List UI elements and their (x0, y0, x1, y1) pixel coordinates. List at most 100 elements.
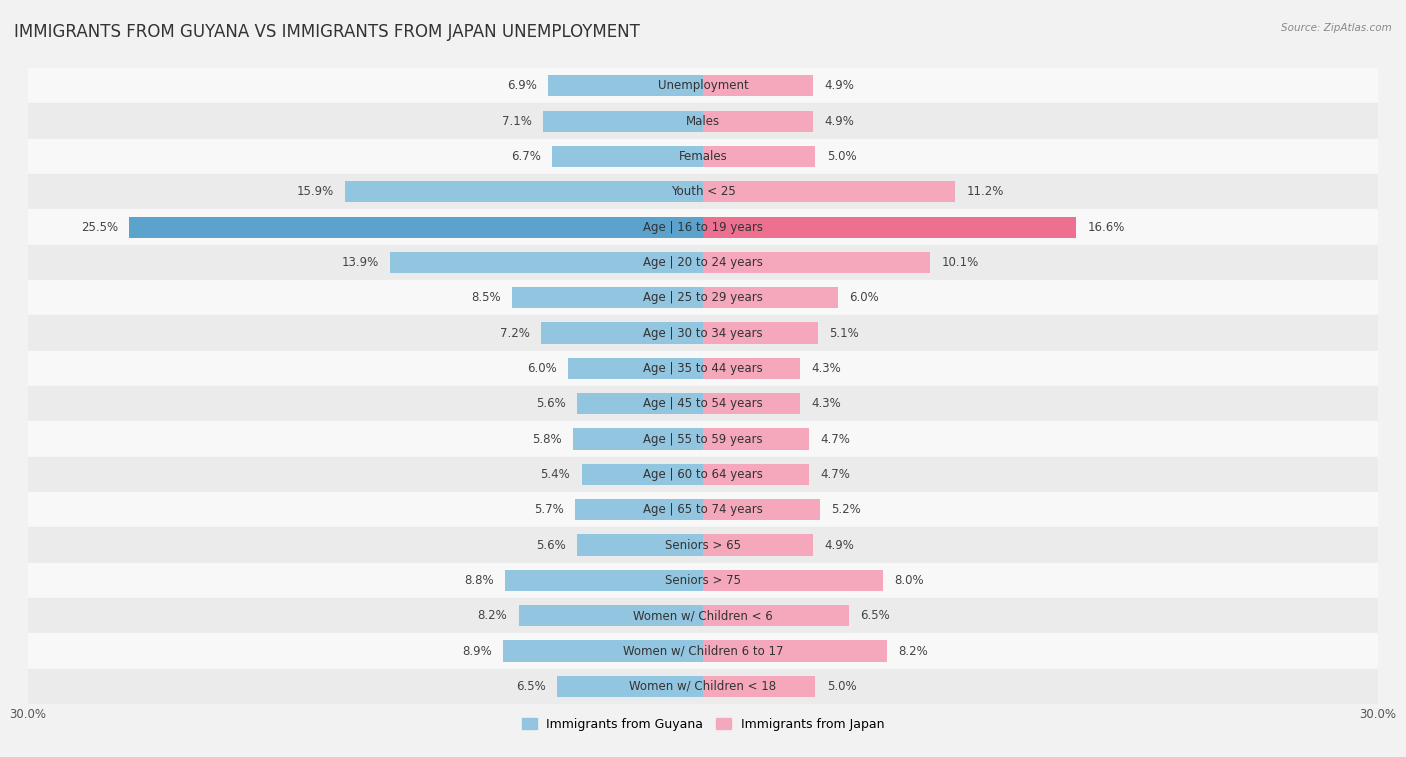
Text: 16.6%: 16.6% (1088, 220, 1125, 234)
Text: 4.3%: 4.3% (811, 362, 841, 375)
Bar (703, 252, 931, 273)
Bar (28, 350, 1378, 386)
Text: 6.0%: 6.0% (849, 291, 879, 304)
Bar (28, 245, 1378, 280)
Bar (703, 217, 1077, 238)
Text: 15.9%: 15.9% (297, 185, 335, 198)
Text: 4.7%: 4.7% (820, 432, 849, 446)
Text: Youth < 25: Youth < 25 (671, 185, 735, 198)
Bar (703, 75, 813, 96)
Bar (512, 287, 703, 308)
Bar (548, 75, 703, 96)
Text: 11.2%: 11.2% (966, 185, 1004, 198)
Text: 4.7%: 4.7% (820, 468, 849, 481)
Bar (28, 562, 1378, 598)
Bar (576, 534, 703, 556)
Text: 4.9%: 4.9% (824, 79, 855, 92)
Bar (28, 634, 1378, 668)
Text: 5.2%: 5.2% (831, 503, 860, 516)
Bar (28, 280, 1378, 316)
Text: 8.8%: 8.8% (464, 574, 494, 587)
Bar (703, 358, 800, 379)
Bar (703, 534, 813, 556)
Text: 4.3%: 4.3% (811, 397, 841, 410)
Text: 8.2%: 8.2% (898, 644, 928, 658)
Bar (703, 605, 849, 626)
Bar (703, 146, 815, 167)
Text: 6.0%: 6.0% (527, 362, 557, 375)
Bar (575, 499, 703, 520)
Text: 6.5%: 6.5% (516, 680, 546, 693)
Bar (703, 640, 887, 662)
Text: Age | 35 to 44 years: Age | 35 to 44 years (643, 362, 763, 375)
Bar (28, 68, 1378, 104)
Bar (28, 104, 1378, 139)
Bar (557, 676, 703, 697)
Text: 6.9%: 6.9% (506, 79, 537, 92)
Bar (553, 146, 703, 167)
Text: Age | 60 to 64 years: Age | 60 to 64 years (643, 468, 763, 481)
Text: Age | 30 to 34 years: Age | 30 to 34 years (643, 326, 763, 340)
Text: 5.6%: 5.6% (536, 538, 565, 552)
Text: Age | 25 to 29 years: Age | 25 to 29 years (643, 291, 763, 304)
Bar (582, 464, 703, 485)
Bar (703, 322, 818, 344)
Bar (28, 598, 1378, 634)
Text: 25.5%: 25.5% (82, 220, 118, 234)
Text: 5.0%: 5.0% (827, 150, 856, 163)
Text: Women w/ Children < 6: Women w/ Children < 6 (633, 609, 773, 622)
Bar (703, 570, 883, 591)
Bar (346, 181, 703, 202)
Text: 6.5%: 6.5% (860, 609, 890, 622)
Bar (503, 640, 703, 662)
Bar (28, 668, 1378, 704)
Bar (28, 316, 1378, 350)
Bar (541, 322, 703, 344)
Text: 6.7%: 6.7% (512, 150, 541, 163)
Bar (703, 393, 800, 414)
Text: 5.6%: 5.6% (536, 397, 565, 410)
Bar (576, 393, 703, 414)
Text: Women w/ Children < 18: Women w/ Children < 18 (630, 680, 776, 693)
Bar (572, 428, 703, 450)
Bar (703, 111, 813, 132)
Text: Source: ZipAtlas.com: Source: ZipAtlas.com (1281, 23, 1392, 33)
Text: 8.2%: 8.2% (478, 609, 508, 622)
Text: Age | 65 to 74 years: Age | 65 to 74 years (643, 503, 763, 516)
Bar (391, 252, 703, 273)
Bar (703, 676, 815, 697)
Text: 10.1%: 10.1% (942, 256, 979, 269)
Bar (703, 428, 808, 450)
Text: 4.9%: 4.9% (824, 114, 855, 128)
Text: Seniors > 65: Seniors > 65 (665, 538, 741, 552)
Text: 5.4%: 5.4% (540, 468, 571, 481)
Text: Age | 16 to 19 years: Age | 16 to 19 years (643, 220, 763, 234)
Text: 4.9%: 4.9% (824, 538, 855, 552)
Bar (28, 456, 1378, 492)
Text: Seniors > 75: Seniors > 75 (665, 574, 741, 587)
Bar (28, 174, 1378, 210)
Bar (28, 386, 1378, 422)
Text: Age | 20 to 24 years: Age | 20 to 24 years (643, 256, 763, 269)
Legend: Immigrants from Guyana, Immigrants from Japan: Immigrants from Guyana, Immigrants from … (516, 713, 890, 736)
Text: 8.5%: 8.5% (471, 291, 501, 304)
Bar (703, 499, 820, 520)
Bar (28, 139, 1378, 174)
Bar (519, 605, 703, 626)
Bar (129, 217, 703, 238)
Text: Age | 55 to 59 years: Age | 55 to 59 years (643, 432, 763, 446)
Bar (28, 210, 1378, 245)
Bar (703, 181, 955, 202)
Bar (703, 464, 808, 485)
Text: Women w/ Children 6 to 17: Women w/ Children 6 to 17 (623, 644, 783, 658)
Bar (28, 528, 1378, 562)
Text: Age | 45 to 54 years: Age | 45 to 54 years (643, 397, 763, 410)
Bar (28, 492, 1378, 528)
Bar (505, 570, 703, 591)
Text: 8.0%: 8.0% (894, 574, 924, 587)
Text: 8.9%: 8.9% (461, 644, 492, 658)
Text: 5.8%: 5.8% (531, 432, 561, 446)
Bar (543, 111, 703, 132)
Text: 7.2%: 7.2% (501, 326, 530, 340)
Text: 13.9%: 13.9% (342, 256, 380, 269)
